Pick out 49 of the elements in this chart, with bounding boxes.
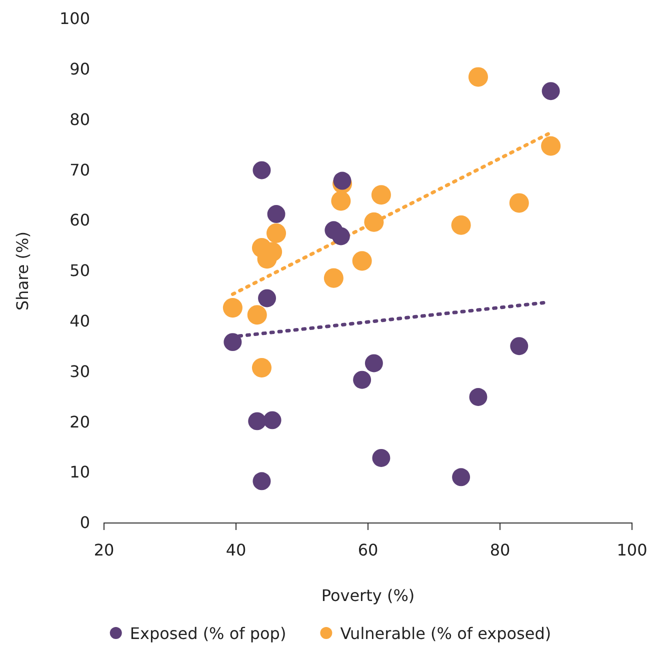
legend-label: Exposed (% of pop) [130, 624, 286, 643]
x-axis-title: Poverty (%) [321, 586, 415, 605]
point [252, 358, 272, 378]
point [469, 388, 488, 406]
point [510, 337, 528, 356]
point [248, 412, 266, 430]
point [252, 161, 271, 180]
point [222, 298, 242, 318]
y-tick-label: 30 [70, 362, 90, 381]
point [333, 172, 352, 190]
y-axis-title: Share (%) [13, 232, 32, 310]
point [364, 354, 383, 372]
x-tick-label: 40 [226, 540, 246, 560]
point [541, 136, 561, 156]
point [324, 268, 344, 288]
point [452, 468, 470, 486]
point [252, 472, 271, 490]
point [364, 212, 384, 232]
legend-label: Vulnerable (% of exposed) [340, 624, 552, 643]
y-tick-label: 90 [70, 60, 90, 79]
point [371, 185, 391, 205]
point [451, 215, 471, 235]
point [542, 82, 560, 100]
y-tick-label: 10 [70, 462, 90, 482]
point [258, 289, 276, 308]
y-tick-label: 50 [70, 261, 90, 280]
point [324, 221, 343, 240]
x-tick-label: 20 [94, 540, 114, 560]
x-tick-label: 100 [616, 540, 648, 560]
point [372, 449, 390, 467]
point [468, 67, 488, 87]
point [224, 333, 242, 352]
y-tick-label: 60 [70, 210, 90, 230]
point [267, 205, 286, 224]
point [352, 251, 372, 271]
y-tick-label: 0 [80, 513, 90, 532]
point [247, 305, 267, 325]
point [331, 191, 351, 211]
y-tick-label: 100 [59, 9, 90, 28]
point [353, 370, 372, 389]
y-tick-label: 80 [70, 110, 90, 129]
x-tick-label: 60 [358, 540, 378, 560]
point [263, 411, 282, 430]
y-tick-label: 40 [70, 312, 90, 331]
y-tick-label: 20 [70, 412, 90, 432]
x-tick-label: 80 [490, 540, 510, 560]
point [266, 223, 286, 243]
y-tick-label: 70 [70, 160, 90, 180]
point [509, 193, 529, 213]
